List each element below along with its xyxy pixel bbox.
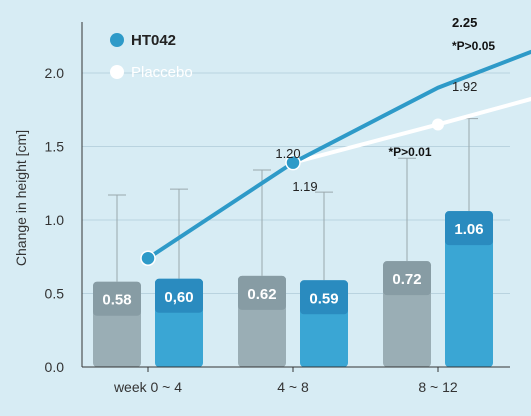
x-tick-label: week 0 ~ 4	[113, 379, 182, 395]
bar-body	[445, 211, 493, 367]
error-bars	[108, 118, 478, 282]
legend-swatch	[110, 65, 124, 79]
x-tick-label: 8 ~ 12	[418, 379, 458, 395]
significance-annotation: *P>0.01	[388, 145, 431, 159]
bar	[383, 261, 431, 367]
significance-annotation: *P>0.05	[452, 39, 495, 53]
y-tick-label: 1.5	[45, 139, 65, 155]
gridlines	[82, 72, 510, 294]
bar	[93, 281, 141, 367]
ht042-line	[146, 49, 531, 261]
bar-top	[93, 281, 141, 316]
placebo-marker	[432, 118, 444, 131]
bar-top	[238, 275, 286, 310]
y-tick-label: 0.5	[45, 286, 65, 302]
bar	[155, 278, 203, 367]
y-tick-label: 2.0	[45, 65, 65, 81]
ht042-point-label: 2.25	[452, 15, 477, 30]
legend: HT042 Placcebo	[110, 32, 193, 81]
legend-label: HT042	[131, 32, 176, 49]
axes: 0.0 0.5 1.0 1.5 2.0 Change in height [cm] week…	[13, 22, 510, 395]
bar-top	[383, 261, 431, 296]
placebo-point-label: 1.92	[452, 79, 477, 94]
ht042-marker	[140, 250, 156, 266]
labels: 0.58 0.62 0.72 0,60 0.59 1.06 1.20 1.19 2.25 1.92…	[102, 15, 495, 309]
bar-value-label: 0.62	[247, 286, 276, 303]
bars	[93, 211, 493, 367]
legend-label: Placcebo	[131, 64, 193, 81]
y-axis-label: Change in height [cm]	[13, 130, 29, 266]
bar	[300, 280, 348, 367]
bar-value-label: 0.58	[102, 292, 131, 309]
y-tick-label: 1.0	[45, 212, 65, 228]
bar-value-label: 1.06	[454, 221, 483, 238]
y-tick-label: 0.0	[45, 359, 65, 375]
ht042-marker	[285, 154, 301, 171]
placebo-point-label: 1.19	[292, 179, 317, 194]
lines	[140, 49, 531, 266]
bar-top	[445, 211, 493, 246]
bar-value-label: 0.59	[309, 290, 338, 307]
bar-value-label: 0,60	[164, 289, 193, 306]
legend-swatch	[110, 33, 124, 47]
bar	[445, 211, 493, 367]
bar-top	[300, 280, 348, 315]
bar-value-label: 0.72	[392, 271, 421, 288]
ht042-point-label: 1.20	[275, 146, 300, 161]
bar	[238, 275, 286, 367]
x-tick-label: 4 ~ 8	[277, 379, 309, 395]
bar-top	[155, 278, 203, 313]
